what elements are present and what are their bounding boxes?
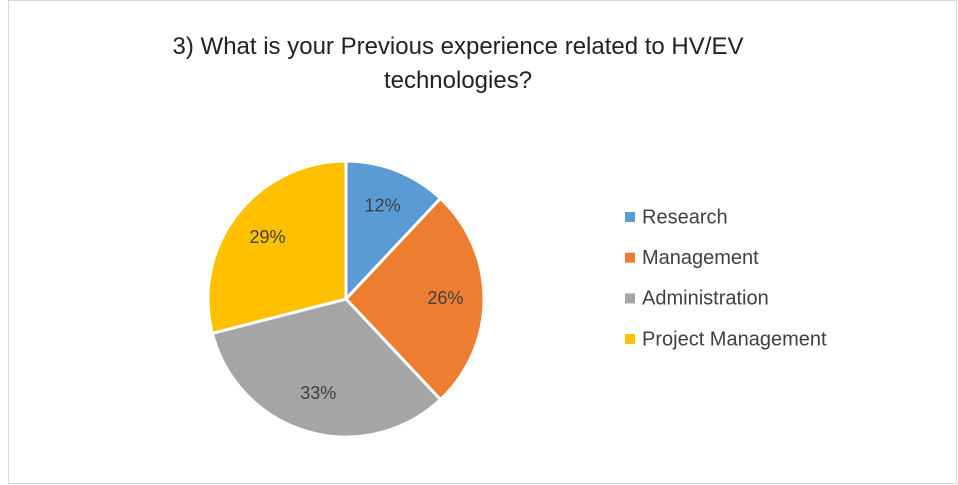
data-label: 29% [249, 227, 285, 247]
pie-slice [210, 297, 443, 439]
legend-label: Administration [642, 288, 769, 310]
data-label: 26% [427, 288, 463, 308]
legend-label: Management [642, 247, 759, 269]
chart-title: 3) What is your Previous experience rela… [172, 33, 744, 94]
legend-swatch [625, 252, 635, 263]
legend-label: Project Management [642, 328, 827, 350]
pie-slice [344, 159, 443, 303]
legend-swatch [625, 212, 635, 222]
pie-slice [206, 159, 348, 336]
data-label: 12% [365, 195, 401, 215]
legend-swatch [625, 334, 635, 345]
legend-swatch [625, 293, 635, 304]
legend-label: Research [642, 206, 728, 228]
pie-slice [343, 196, 486, 402]
data-label: 33% [300, 383, 336, 403]
chart-border [8, 0, 957, 484]
